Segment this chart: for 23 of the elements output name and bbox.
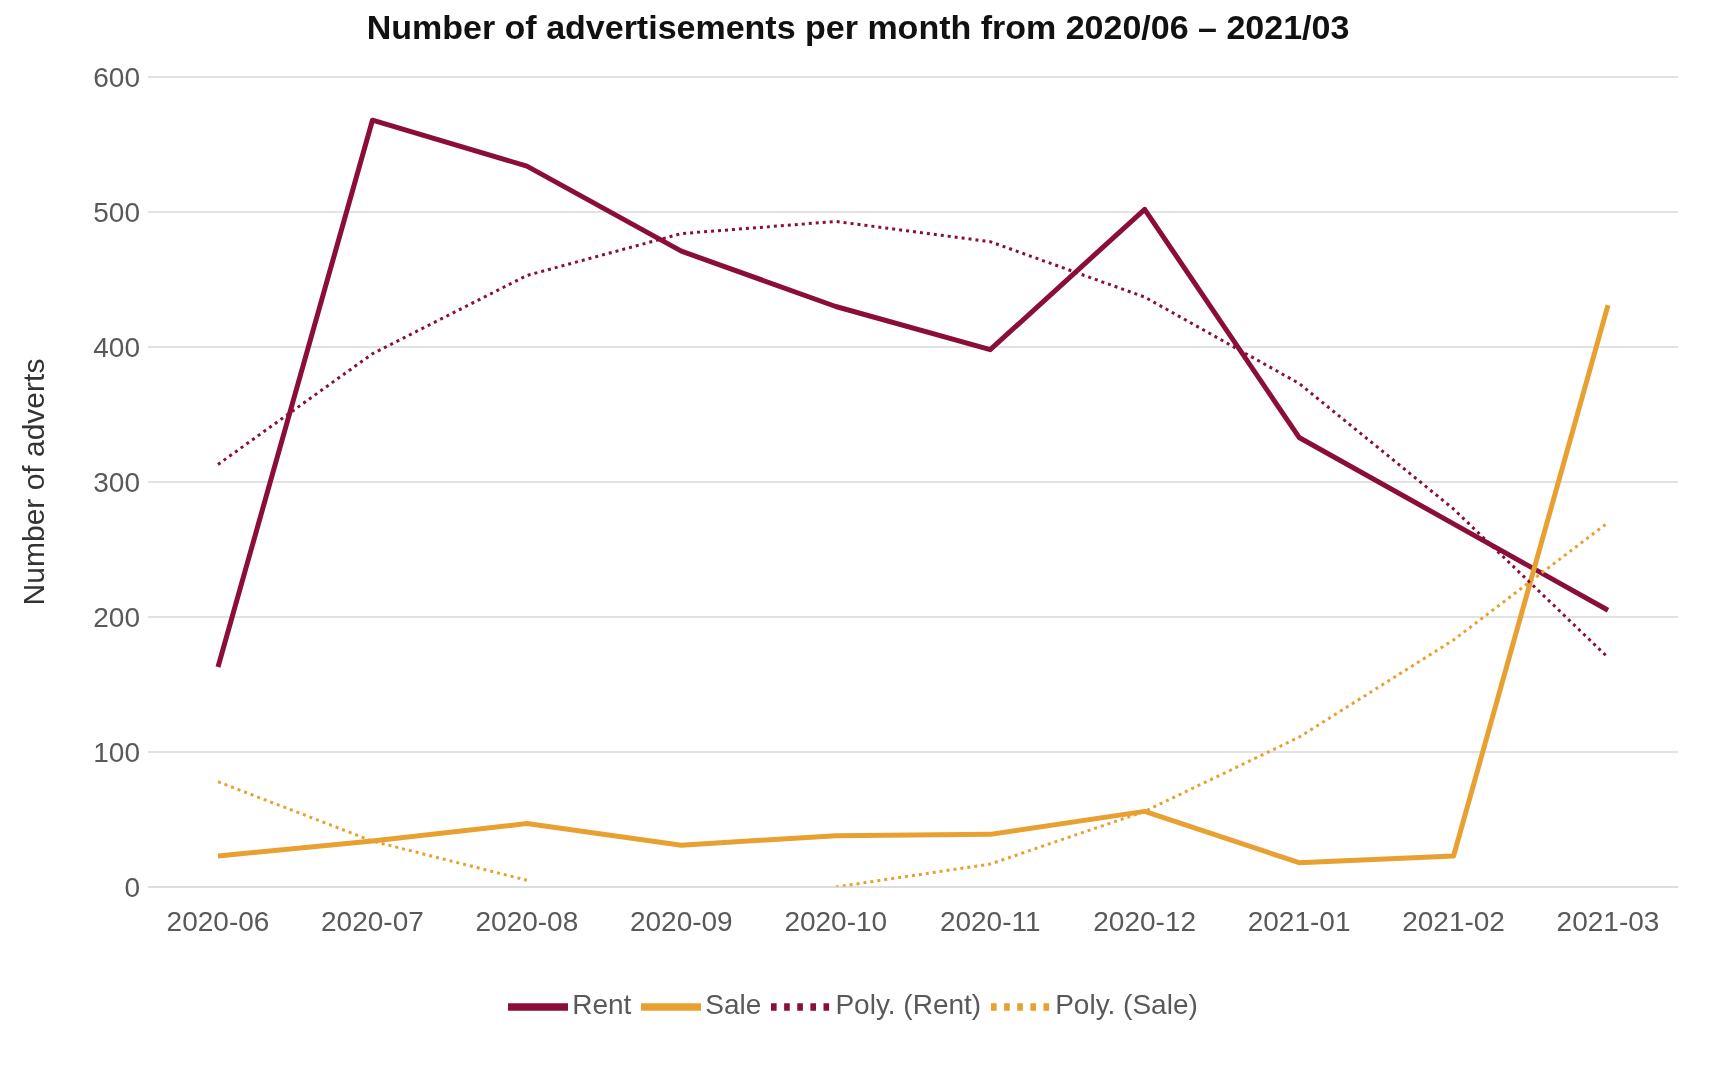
y-tick-label: 300	[93, 466, 140, 498]
y-tick-label: 0	[124, 871, 140, 903]
x-tick-label: 2021-01	[1247, 905, 1351, 937]
legend-label: Sale	[705, 989, 762, 1021]
y-tick-label: 600	[93, 61, 140, 93]
y-tick-label: 200	[93, 601, 140, 633]
x-tick-label: 2020-10	[784, 905, 888, 937]
y-tick-label: 500	[93, 196, 140, 228]
x-tick-label: 2021-02	[1402, 905, 1505, 937]
x-tick-label: 2020-06	[166, 905, 270, 937]
x-tick-label: 2021-03	[1556, 905, 1660, 937]
x-tick-label: 2020-08	[475, 905, 579, 937]
chart-title: Number of advertisements per month from 2020/06 – 2021/03	[365, 8, 1351, 47]
legend-label: Rent	[572, 989, 632, 1021]
x-tick-label: 2020-09	[629, 905, 733, 937]
x-tick-label: 2020-12	[1093, 905, 1197, 937]
legend-label: Poly. (Sale)	[1055, 989, 1198, 1021]
x-tick-label: 2020-11	[939, 905, 1041, 937]
y-tick-label: 100	[93, 736, 140, 768]
y-tick-label: 400	[93, 331, 140, 363]
x-tick-label: 2020-07	[321, 905, 424, 937]
y-axis-title: Number of adverts	[16, 358, 50, 606]
legend-label: Poly. (Rent)	[835, 989, 982, 1021]
